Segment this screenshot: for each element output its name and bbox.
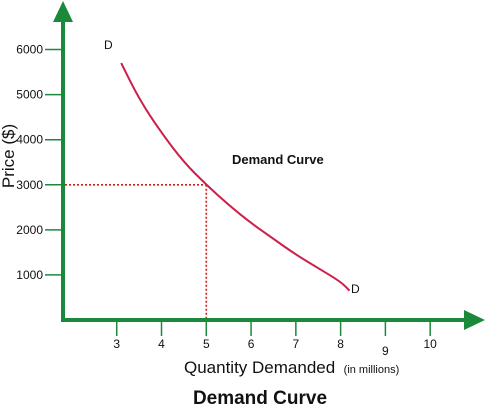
curve-annotation: Demand Curve bbox=[232, 152, 324, 167]
x-tick-label: 6 bbox=[248, 337, 255, 351]
x-axis-arrowhead bbox=[464, 310, 485, 330]
x-tick-label: 9 bbox=[382, 344, 389, 358]
x-tick-label: 3 bbox=[113, 337, 120, 351]
y-tick-label: 3000 bbox=[16, 178, 43, 192]
demand-curve-line bbox=[120, 62, 351, 292]
x-tick-label: 7 bbox=[293, 337, 300, 351]
y-tick-label: 5000 bbox=[16, 88, 43, 102]
y-tick-label: 2000 bbox=[16, 223, 43, 237]
chart-title: Demand Curve bbox=[193, 388, 327, 409]
x-tick-label: 8 bbox=[337, 337, 344, 351]
y-axis-ticks: 1000 2000 3000 4000 5000 6000 bbox=[16, 43, 63, 282]
x-axis-ticks: 3 4 5 6 7 8 9 10 bbox=[113, 320, 437, 358]
y-tick-label: 4000 bbox=[16, 133, 43, 147]
curve-label-start: D bbox=[104, 38, 113, 52]
x-tick-label: 5 bbox=[203, 337, 210, 351]
y-axis-title: Price ($) bbox=[0, 124, 18, 188]
x-axis-title: Quantity Demanded (in millions) bbox=[184, 358, 399, 377]
y-axis-arrowhead bbox=[53, 1, 73, 22]
x-tick-label: 4 bbox=[158, 337, 165, 351]
curve-label-end: D bbox=[351, 282, 360, 296]
y-tick-label: 6000 bbox=[16, 43, 43, 57]
x-axis-title-note: (in millions) bbox=[344, 364, 400, 376]
y-tick-label: 1000 bbox=[16, 268, 43, 282]
x-axis-title-main: Quantity Demanded bbox=[184, 358, 335, 377]
x-tick-label: 10 bbox=[423, 337, 437, 351]
